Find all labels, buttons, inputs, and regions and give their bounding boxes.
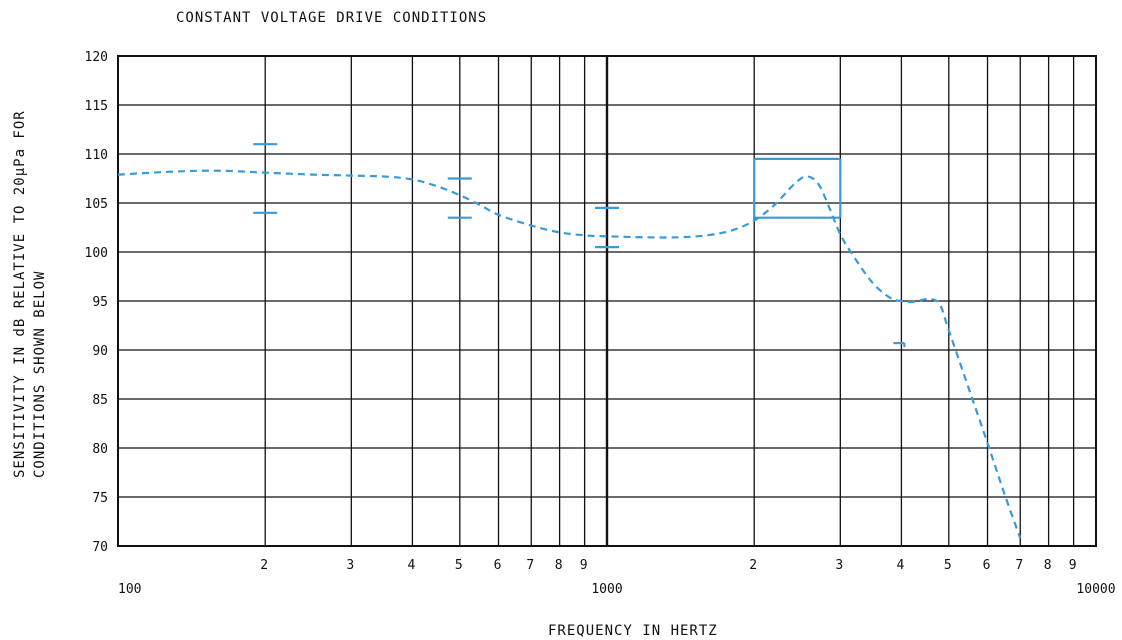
plot-frame — [117, 55, 1097, 547]
y-tick-label: 80 — [92, 442, 108, 457]
y-tick-label: 115 — [85, 99, 108, 114]
x-minor-tick-label: 7 — [526, 558, 534, 573]
y-tick-label: 100 — [85, 246, 108, 261]
y-tick-label: 110 — [85, 148, 108, 163]
y-axis-label: SENSITIVITY IN dB RELATIVE TO 20µPa FOR … — [12, 110, 48, 478]
x-minor-tick-label: 8 — [555, 558, 563, 573]
y-axis-label-line-2: CONDITIONS SHOWN BELOW — [32, 271, 48, 478]
label-layer: 120 115 110 105 100 95 90 85 80 75 70 2 3 4 5 6 7 8 9 2 3 4 5 6… — [85, 50, 1116, 597]
chart-title: CONSTANT VOLTAGE DRIVE CONDITIONS — [176, 10, 487, 26]
series-layer — [117, 169, 1022, 539]
x-minor-tick-label: 6 — [983, 558, 991, 573]
x-minor-tick-label: 3 — [835, 558, 843, 573]
tolerance-layer — [253, 143, 906, 348]
y-tick-label: 85 — [92, 393, 108, 408]
x-minor-tick-label: 9 — [1069, 558, 1077, 573]
y-tick-label: 90 — [92, 344, 108, 359]
x-major-tick-label: 10000 — [1076, 582, 1115, 597]
y-axis-label-line-1: SENSITIVITY IN dB RELATIVE TO 20µPa FOR — [12, 110, 28, 478]
x-minor-tick-label: 5 — [944, 558, 952, 573]
x-major-tick-label: 100 — [118, 582, 141, 597]
x-minor-tick-label: 6 — [494, 558, 502, 573]
x-minor-tick-label: 4 — [407, 558, 415, 573]
y-tick-label: 105 — [85, 197, 108, 212]
x-minor-tick-label: 8 — [1044, 558, 1052, 573]
x-minor-tick-label: 7 — [1015, 558, 1023, 573]
x-minor-tick-label: 2 — [749, 558, 757, 573]
x-axis-label: FREQUENCY IN HERTZ — [548, 623, 718, 639]
y-tick-label: 120 — [85, 50, 108, 65]
x-minor-tick-label: 5 — [455, 558, 463, 573]
y-tick-label: 95 — [92, 295, 108, 310]
x-minor-tick-label: 3 — [346, 558, 354, 573]
x-minor-tick-label: 2 — [260, 558, 268, 573]
x-minor-tick-label: 4 — [896, 558, 904, 573]
y-tick-label: 70 — [92, 540, 108, 555]
grid-layer — [117, 55, 1097, 547]
x-major-tick-label: 1000 — [591, 582, 622, 597]
response-curve — [117, 169, 1022, 539]
y-tick-label: 75 — [92, 491, 108, 506]
x-minor-tick-label: 9 — [580, 558, 588, 573]
